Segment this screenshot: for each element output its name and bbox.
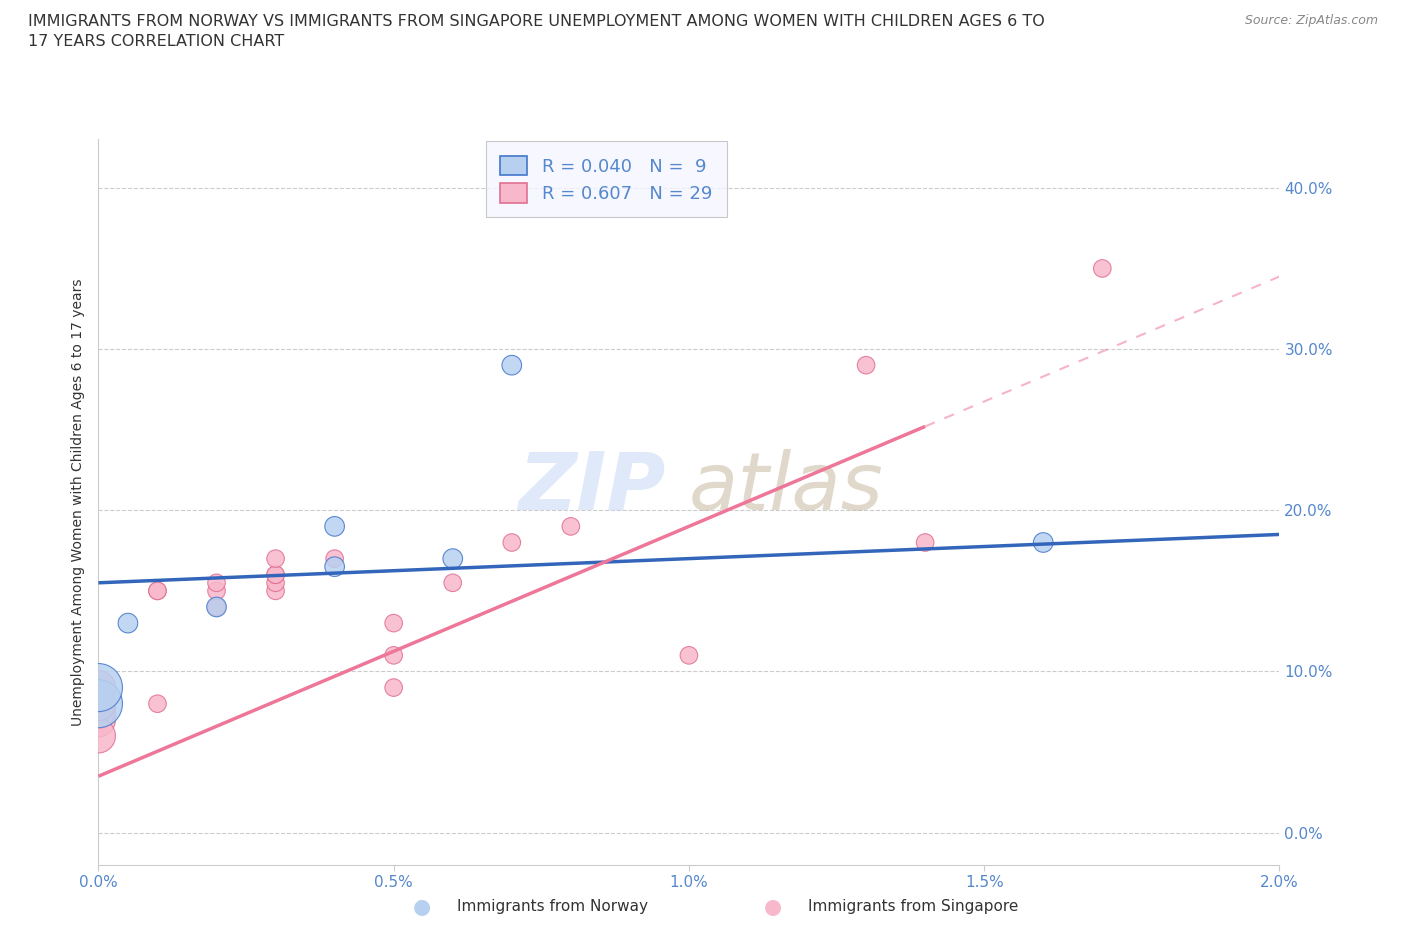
Point [382,648,405,663]
Text: Immigrants from Singapore: Immigrants from Singapore [808,899,1019,914]
Point [264,551,287,566]
Text: ZIP: ZIP [517,448,665,526]
Point [323,559,346,574]
Point [205,600,228,615]
Point [678,648,700,663]
Point [264,583,287,598]
Point [87,697,110,711]
Point [501,535,523,550]
Point [855,358,877,373]
Point [264,567,287,582]
Text: Immigrants from Norway: Immigrants from Norway [457,899,648,914]
Point [87,697,110,711]
Text: Source: ZipAtlas.com: Source: ZipAtlas.com [1244,14,1378,27]
Point [205,600,228,615]
Text: 17 YEARS CORRELATION CHART: 17 YEARS CORRELATION CHART [28,34,284,49]
Point [382,680,405,695]
Point [501,358,523,373]
Point [87,704,110,719]
Point [146,583,169,598]
Point [117,616,139,631]
Point [441,576,464,591]
Point [146,697,169,711]
Point [205,576,228,591]
Y-axis label: Unemployment Among Women with Children Ages 6 to 17 years: Unemployment Among Women with Children A… [72,278,86,726]
Point [87,728,110,743]
Point [323,551,346,566]
Text: ●: ● [765,897,782,917]
Point [560,519,582,534]
Point [264,567,287,582]
Point [146,583,169,598]
Point [87,712,110,727]
Text: ●: ● [413,897,430,917]
Point [87,697,110,711]
Point [205,583,228,598]
Point [264,576,287,591]
Point [205,600,228,615]
Text: IMMIGRANTS FROM NORWAY VS IMMIGRANTS FROM SINGAPORE UNEMPLOYMENT AMONG WOMEN WIT: IMMIGRANTS FROM NORWAY VS IMMIGRANTS FRO… [28,14,1045,29]
Point [914,535,936,550]
Point [441,551,464,566]
Point [87,680,110,695]
Point [323,519,346,534]
Point [1091,261,1114,276]
Point [382,616,405,631]
Legend: R = 0.040   N =  9, R = 0.607   N = 29: R = 0.040 N = 9, R = 0.607 N = 29 [486,141,727,218]
Text: atlas: atlas [689,448,884,526]
Point [87,680,110,695]
Point [1032,535,1054,550]
